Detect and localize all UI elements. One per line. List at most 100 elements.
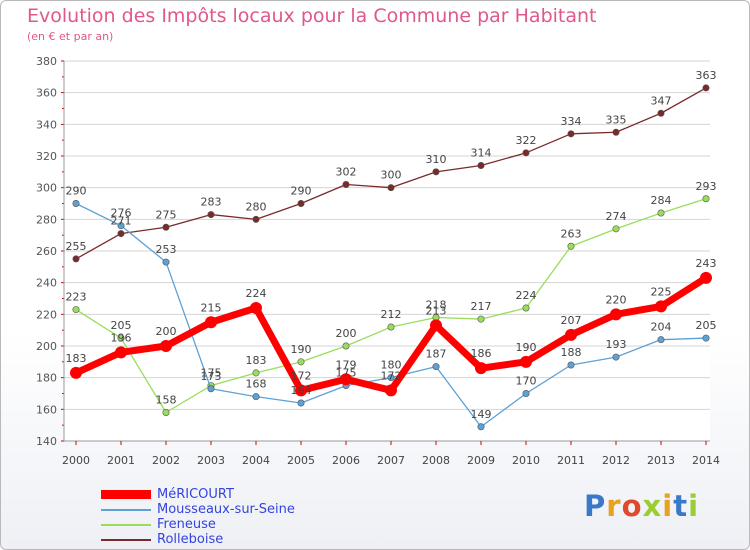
logo-letter: x: [642, 489, 663, 523]
data-point: [520, 355, 532, 368]
data-label: 300: [381, 169, 402, 182]
x-tick-label: 2012: [602, 454, 630, 467]
data-label: 190: [291, 343, 312, 356]
x-tick-label: 2007: [377, 454, 405, 467]
data-point: [567, 130, 575, 138]
y-tick-label: 380: [36, 55, 57, 68]
data-point: [162, 223, 170, 231]
data-label: 164: [291, 384, 312, 397]
y-tick-label: 180: [36, 372, 57, 385]
data-point: [252, 369, 260, 377]
data-point: [567, 361, 575, 369]
data-label: 187: [426, 348, 447, 361]
data-point: [160, 340, 172, 352]
data-point: [207, 211, 215, 219]
data-point: [342, 181, 350, 189]
data-label: 290: [66, 185, 87, 198]
legend-swatch: [101, 523, 151, 526]
data-point: [430, 319, 442, 332]
data-point: [657, 336, 665, 344]
data-label: 253: [156, 243, 177, 256]
data-point: [522, 304, 530, 312]
data-label: 255: [66, 240, 87, 253]
data-label: 183: [246, 354, 267, 367]
data-label: 158: [156, 394, 177, 407]
data-label: 205: [696, 319, 717, 332]
data-point: [162, 408, 170, 416]
data-point: [612, 225, 620, 233]
data-label: 170: [516, 375, 537, 388]
data-label: 276: [111, 207, 132, 220]
x-tick-label: 2006: [332, 454, 360, 467]
data-point: [117, 334, 125, 342]
y-tick-label: 320: [36, 150, 57, 163]
data-label: 217: [471, 300, 492, 313]
data-point: [477, 162, 485, 170]
data-label: 335: [606, 113, 627, 126]
logo-letter: P: [584, 489, 607, 523]
x-tick-label: 2001: [107, 454, 135, 467]
data-label: 224: [516, 289, 537, 302]
data-point: [387, 323, 395, 331]
data-point: [655, 300, 667, 313]
data-point: [612, 128, 620, 136]
data-label: 263: [561, 227, 582, 240]
y-tick-label: 220: [36, 308, 57, 321]
x-tick-label: 2002: [152, 454, 180, 467]
x-tick-label: 2014: [692, 454, 720, 467]
logo-letter: r: [606, 489, 622, 523]
data-label: 205: [111, 319, 132, 332]
data-point: [610, 308, 622, 321]
data-label: 172: [381, 369, 402, 382]
data-label: 293: [696, 180, 717, 193]
data-point: [117, 222, 125, 230]
data-point: [252, 215, 260, 223]
data-label: 290: [291, 185, 312, 198]
data-point: [297, 200, 305, 208]
logo-letter: i: [662, 489, 674, 523]
data-label: 186: [471, 347, 492, 360]
data-point: [117, 230, 125, 238]
legend-item: Freneuse: [101, 517, 295, 532]
y-tick-label: 300: [36, 182, 57, 195]
data-point: [700, 271, 712, 284]
data-label: 363: [696, 69, 717, 82]
data-label: 274: [606, 210, 627, 223]
data-point: [340, 373, 352, 386]
data-point: [162, 258, 170, 266]
data-point: [432, 168, 440, 176]
y-tick-label: 200: [36, 340, 57, 353]
data-label: 224: [246, 287, 267, 300]
data-label: 213: [426, 304, 447, 317]
data-label: 175: [201, 367, 222, 380]
data-label: 200: [156, 325, 177, 338]
y-tick-label: 340: [36, 118, 57, 131]
data-label: 175: [336, 367, 357, 380]
data-label: 271: [111, 215, 132, 228]
series-rolleboise: [72, 84, 710, 263]
data-point: [72, 200, 80, 208]
y-tick-label: 140: [36, 435, 57, 448]
legend-swatch: [101, 490, 151, 499]
chart-title: Evolution des Impôts locaux pour la Comm…: [27, 5, 597, 27]
legend-label: Rolleboise: [157, 532, 224, 547]
data-point: [702, 84, 710, 92]
x-tick-label: 2004: [242, 454, 270, 467]
logo-letter: o: [621, 489, 643, 523]
legend-label: MéRICOURT: [157, 487, 234, 502]
data-point: [522, 389, 530, 397]
data-point: [522, 149, 530, 157]
x-tick-label: 2009: [467, 454, 495, 467]
data-label: 322: [516, 134, 537, 147]
x-tick-label: 2005: [287, 454, 315, 467]
legend-item: MéRICOURT: [101, 487, 295, 502]
data-point: [432, 363, 440, 371]
data-point: [612, 353, 620, 361]
data-label: 283: [201, 196, 222, 209]
logo-letter: i: [688, 489, 700, 523]
x-tick-label: 2000: [62, 454, 90, 467]
data-point: [702, 334, 710, 342]
data-point: [207, 385, 215, 393]
data-point: [387, 374, 395, 382]
